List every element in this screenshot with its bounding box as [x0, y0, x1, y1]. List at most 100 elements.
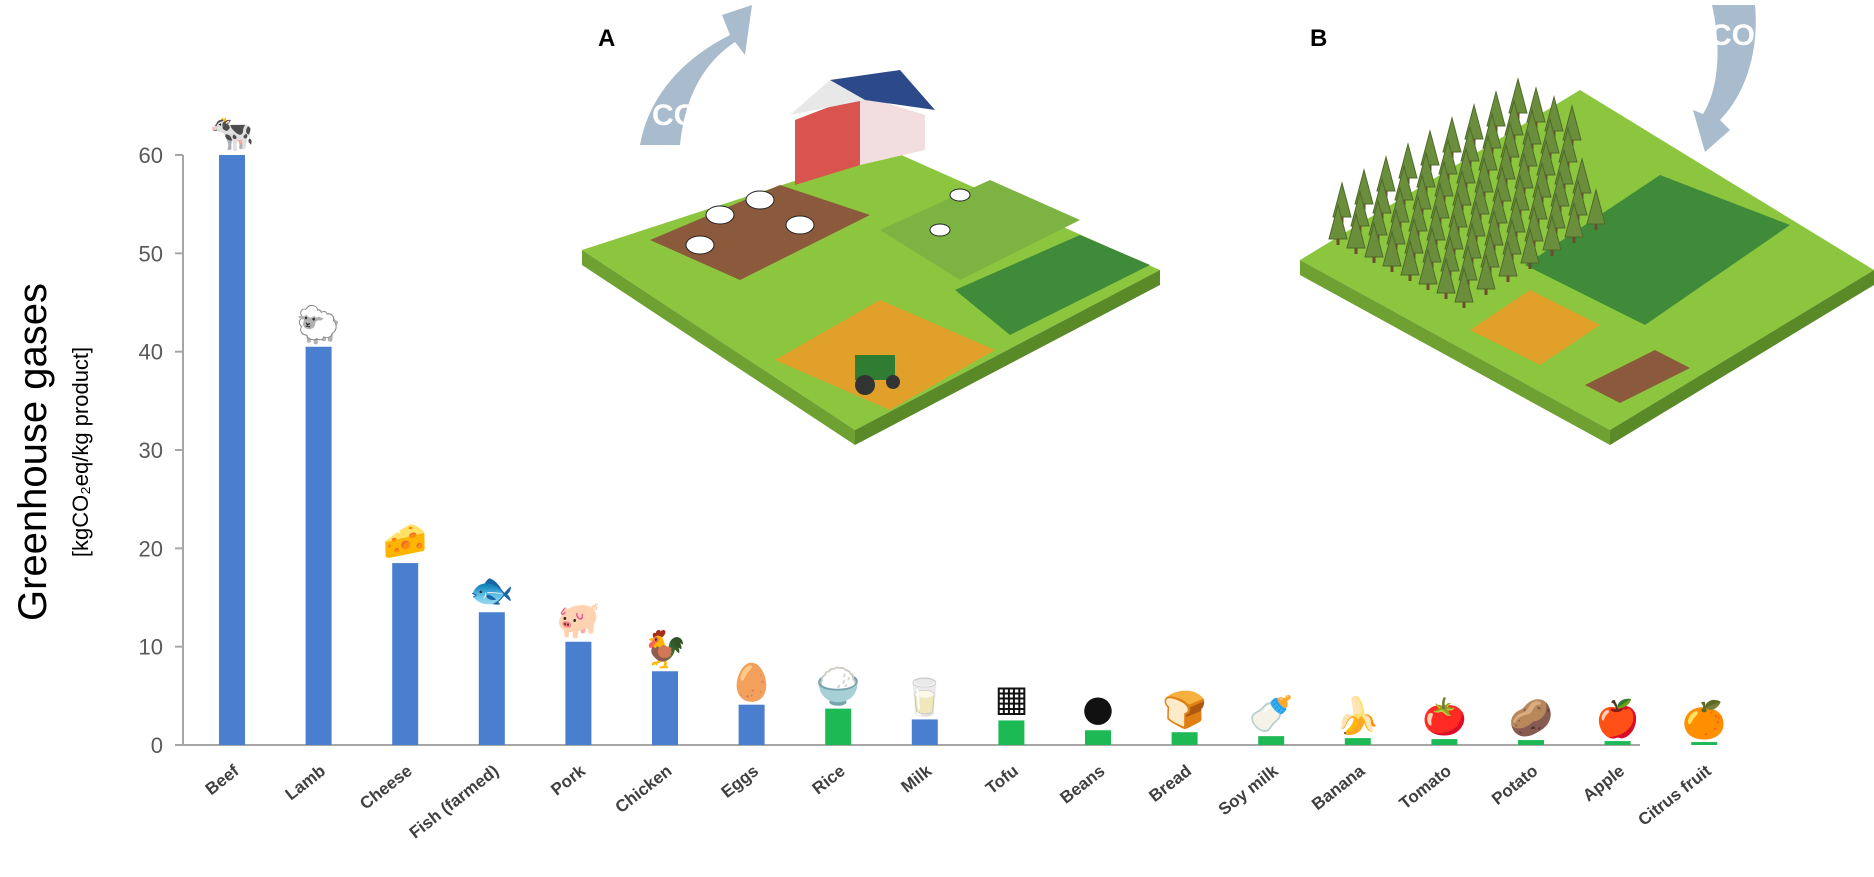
panel-b-illustration: B CO2 — [1300, 5, 1874, 445]
x-tick-label: Beef — [202, 761, 243, 799]
x-tick-label: Rice — [809, 761, 849, 798]
tomato-icon: 🍅 — [1422, 696, 1467, 738]
bar-potato — [1518, 740, 1544, 745]
tree-trunk — [1506, 276, 1510, 282]
tractor — [855, 355, 900, 395]
y-ticks: 0 10 20 30 40 50 60 — [139, 143, 183, 758]
x-tick-label: Apple — [1579, 761, 1628, 805]
citrus-icon: 🍊 — [1682, 699, 1729, 741]
bar-bread — [1171, 732, 1198, 745]
bar-tomato — [1431, 739, 1458, 745]
x-tick-label: Banana — [1308, 761, 1369, 814]
bar-cheese — [392, 563, 419, 745]
fish-icon: 🐟 — [469, 570, 514, 611]
paddock — [650, 185, 870, 280]
trees — [1328, 77, 1606, 308]
farm-ground-left — [582, 250, 855, 445]
bar-apple — [1604, 741, 1631, 745]
x-tick-label: Chicken — [612, 761, 676, 817]
forest-grass-field — [1525, 175, 1790, 325]
tree-trunk — [1336, 239, 1340, 245]
bar-beef — [219, 155, 245, 745]
forest-paddock — [1585, 350, 1690, 403]
tree-trunk — [1444, 293, 1448, 299]
y-tick-label: 30 — [139, 438, 163, 463]
tree-trunk — [1408, 275, 1412, 281]
forest-wheat-field — [1470, 290, 1600, 365]
co2-label-a: CO2 — [652, 99, 708, 136]
bar-eggs — [738, 704, 765, 745]
barn — [790, 70, 935, 185]
tree-trunk — [1528, 263, 1532, 269]
tree-trunk — [1390, 266, 1394, 272]
y-tick-label: 50 — [139, 241, 163, 266]
chicken-icon: 🐓 — [643, 628, 688, 670]
food-icons: 🐄 🐑 🧀 🐟 🐖 🐓 🥚 🍚 🥛 ▦ ● 🍞 🍼 🍌 🍅 🥔 🍎 🍊 — [210, 113, 1729, 741]
bread-icon: 🍞 — [1162, 689, 1207, 731]
x-tick-label: Fish (farmed) — [406, 761, 503, 842]
tree-trunk — [1354, 248, 1358, 254]
soy-milk-bottle-icon: 🍼 — [1249, 693, 1294, 735]
x-tick-label: Tomato — [1396, 761, 1455, 813]
tree-trunk — [1484, 289, 1488, 295]
bars — [219, 155, 1718, 745]
cow-icon: 🐄 — [210, 113, 255, 154]
pig-icon: 🐖 — [556, 600, 601, 641]
x-tick-label: Bread — [1145, 761, 1195, 806]
banana-icon: 🍌 — [1335, 695, 1380, 737]
y-tick-label: 60 — [139, 143, 163, 168]
grass-field — [955, 235, 1150, 335]
x-tick-label: Beans — [1057, 761, 1109, 807]
milk-carton-icon: 🥛 — [902, 676, 947, 718]
tree-trunk — [1594, 224, 1598, 230]
panel-a-illustration: A CO2 — [582, 5, 1160, 445]
bar-chicken — [652, 671, 678, 745]
apple-icon: 🍎 — [1595, 697, 1640, 740]
y-tick-label: 40 — [139, 340, 163, 365]
cheese-icon: 🧀 — [383, 521, 428, 562]
bar-rice — [825, 708, 852, 745]
x-tick-label: Milk — [898, 761, 936, 797]
forest-ground-left — [1300, 260, 1610, 445]
bar-milk — [911, 719, 938, 745]
bar-soy-milk — [1258, 736, 1285, 745]
bar-fish-farmed- — [478, 612, 505, 745]
panel-a-letter: A — [598, 25, 615, 52]
forest-ground-right — [1610, 270, 1874, 445]
co2-down-arrow — [1690, 5, 1756, 152]
bar-tofu — [998, 720, 1025, 745]
bar-pork — [565, 641, 592, 745]
co2-up-arrow — [640, 5, 752, 145]
bar-citrus-fruit — [1691, 742, 1718, 745]
potato-icon: 🥔 — [1509, 697, 1554, 739]
egg-icon: 🥚 — [729, 662, 774, 704]
y-axis-unit: [kgCO₂eq/kg product] — [68, 347, 93, 557]
tree-trunk — [1462, 302, 1466, 308]
tree-trunk — [1572, 237, 1576, 243]
y-tick-label: 20 — [139, 536, 163, 561]
y-tick-label: 0 — [151, 733, 163, 758]
x-tick-label: Potato — [1488, 761, 1541, 809]
tree-trunk — [1550, 250, 1554, 256]
tree-trunk — [1372, 257, 1376, 263]
y-tick-label: 10 — [139, 635, 163, 660]
bean-icon: ● — [1082, 688, 1113, 729]
x-tick-label: Tofu — [982, 761, 1022, 798]
panel-b-letter: B — [1310, 25, 1327, 52]
x-tick-label: Eggs — [718, 761, 762, 802]
y-axis-title: Greenhouse gases — [11, 283, 55, 621]
rice-bowl-icon: 🍚 — [816, 666, 861, 708]
sheep-icon: 🐑 — [296, 303, 341, 346]
x-tick-label: Pork — [547, 761, 589, 800]
x-tick-label: Cheese — [356, 761, 415, 813]
x-tick-label: Lamb — [282, 761, 329, 804]
pasture — [880, 180, 1080, 280]
farm-ground-right — [855, 270, 1160, 445]
tree-trunk — [1426, 284, 1430, 290]
x-tick-label: Citrus fruit — [1634, 761, 1714, 830]
bar-lamb — [305, 346, 332, 745]
cows — [685, 188, 971, 255]
x-tick-label: Soy milk — [1215, 761, 1282, 819]
